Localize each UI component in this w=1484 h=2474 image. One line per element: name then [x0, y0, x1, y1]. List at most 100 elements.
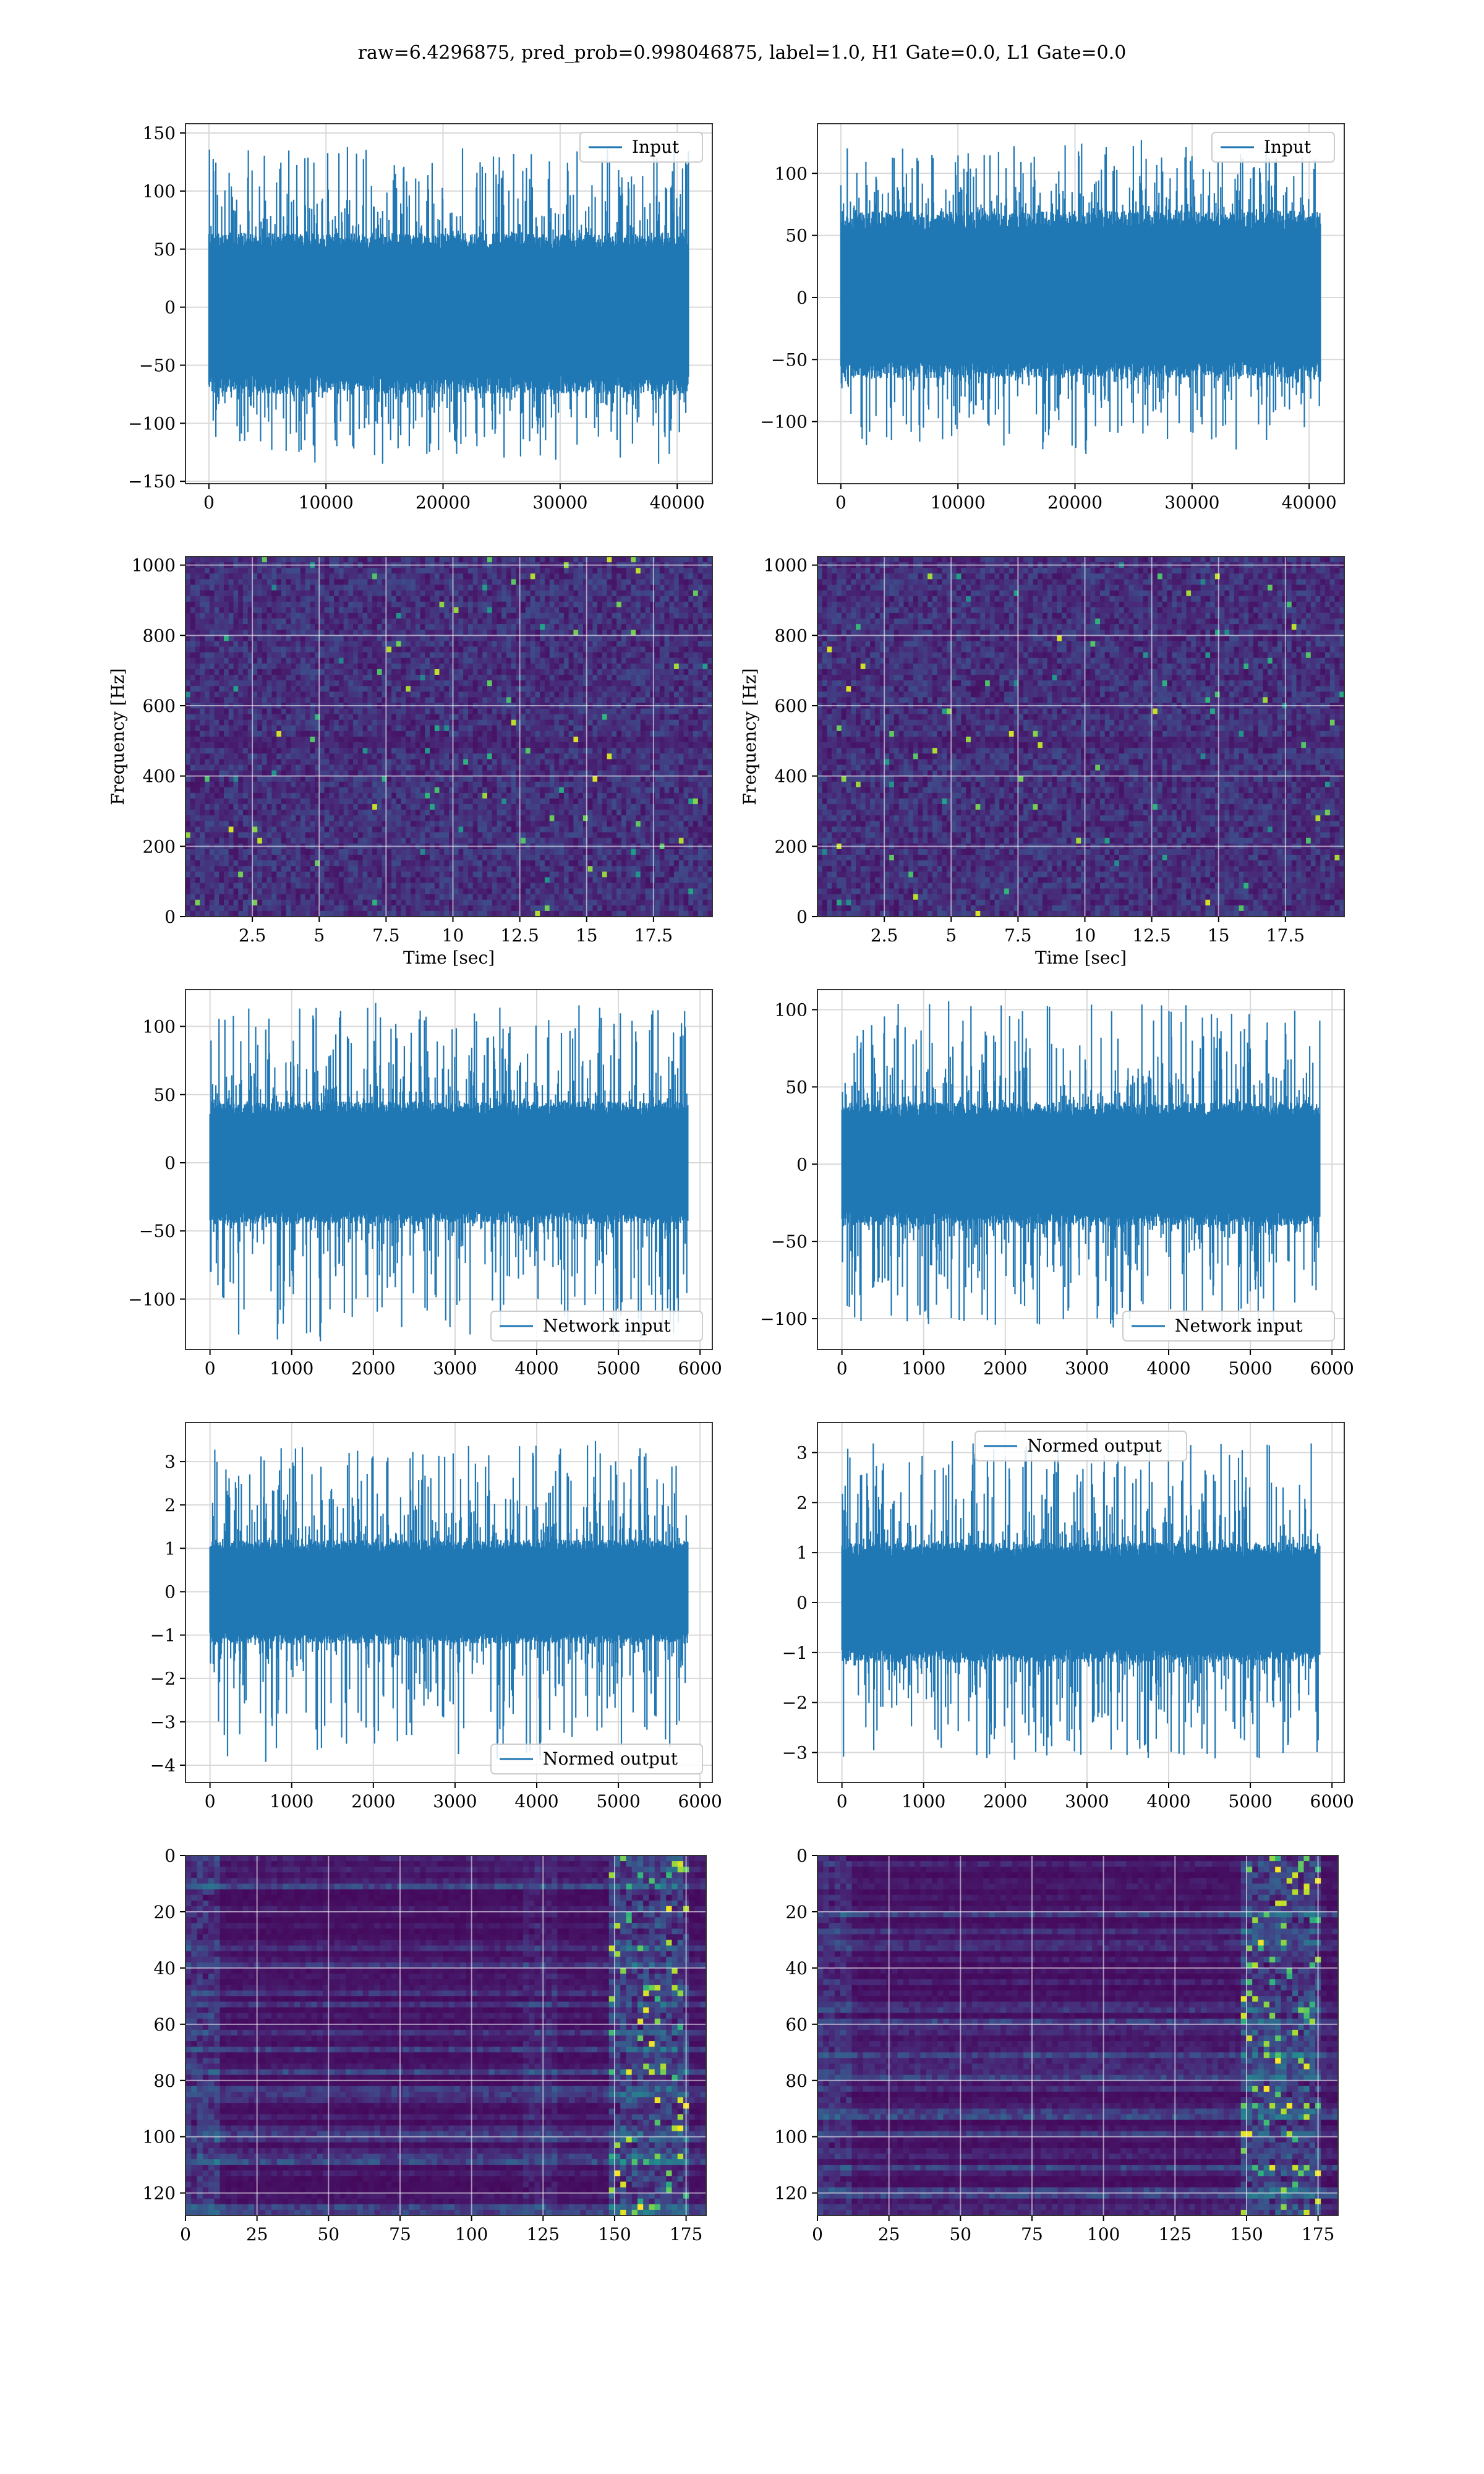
heatmap-cell — [353, 596, 358, 602]
heatmap-cell — [540, 618, 545, 625]
heatmap-cell — [276, 579, 281, 585]
heatmap-cell — [219, 602, 224, 608]
heatmap-cell — [224, 709, 229, 715]
heatmap-cell — [320, 753, 325, 760]
heatmap-cell — [636, 635, 641, 641]
heatmap-cell — [535, 691, 540, 698]
heatmap-cell — [669, 748, 674, 754]
heatmap-cell — [540, 607, 545, 614]
heatmap-cell — [358, 613, 363, 619]
heatmap-cell — [674, 624, 679, 630]
heatmap-cell — [281, 647, 286, 653]
heatmap-cell — [478, 573, 483, 580]
heatmap-cell — [344, 635, 349, 641]
heatmap-cell — [411, 691, 416, 698]
heatmap-cell — [344, 765, 349, 771]
heatmap-cell — [262, 568, 267, 574]
heatmap-cell — [215, 624, 220, 630]
heatmap-cell — [703, 748, 708, 754]
heatmap-cell — [344, 557, 349, 563]
heatmap-cell — [592, 748, 597, 754]
heatmap-cell — [406, 647, 411, 653]
heatmap-cell — [425, 782, 430, 788]
heatmap-cell — [411, 686, 416, 692]
heatmap-cell — [554, 680, 559, 687]
heatmap-cell — [540, 697, 545, 703]
heatmap-cell — [386, 748, 391, 754]
heatmap-cell — [588, 568, 593, 574]
heatmap-cell — [320, 720, 325, 726]
heatmap-cell — [607, 591, 612, 597]
heatmap-cell — [186, 635, 190, 641]
heatmap-cell — [334, 635, 339, 641]
heatmap-cell — [425, 787, 430, 794]
heatmap-cell — [363, 658, 368, 664]
heatmap-cell — [386, 714, 391, 721]
heatmap-cell — [276, 680, 281, 687]
heatmap-cell — [487, 568, 492, 574]
heatmap-cell — [592, 691, 597, 698]
heatmap-cell — [291, 737, 296, 743]
heatmap-cell — [301, 613, 305, 619]
heatmap-cell — [329, 787, 334, 794]
heatmap-cell — [669, 602, 674, 608]
heatmap-cell — [554, 765, 559, 771]
heatmap-cell — [296, 726, 301, 732]
heatmap-cell — [305, 579, 310, 585]
heatmap-cell — [291, 787, 296, 794]
heatmap-cell — [602, 624, 607, 630]
heatmap-cell — [497, 731, 502, 737]
heatmap-cell — [420, 664, 425, 670]
heatmap-cell — [521, 618, 526, 625]
heatmap-cell — [305, 568, 310, 574]
heatmap-cell — [665, 641, 670, 647]
heatmap-cell — [425, 776, 430, 782]
heatmap-cell — [497, 782, 502, 788]
heatmap-cell — [238, 798, 243, 805]
heatmap-cell — [339, 782, 344, 788]
heatmap-cell — [401, 782, 406, 788]
heatmap-cell — [420, 726, 425, 732]
heatmap-cell — [257, 613, 262, 619]
heatmap-cell — [377, 776, 382, 782]
heatmap-cell — [583, 647, 588, 653]
heatmap-cell — [698, 675, 703, 681]
heatmap-cell — [271, 804, 276, 810]
heatmap-cell — [444, 759, 449, 765]
heatmap-cell — [578, 607, 583, 614]
heatmap-cell — [669, 798, 674, 805]
heatmap-cell — [401, 579, 406, 585]
heatmap-cell — [492, 765, 497, 771]
heatmap-cell — [420, 557, 425, 563]
heatmap-cell — [444, 793, 449, 799]
heatmap-cell — [506, 731, 511, 737]
heatmap-cell — [234, 776, 239, 782]
heatmap-cell — [406, 664, 411, 670]
heatmap-cell — [545, 765, 550, 771]
heatmap-cell — [468, 782, 473, 788]
heatmap-cell — [665, 742, 670, 748]
heatmap-cell — [396, 804, 401, 810]
heatmap-cell — [540, 641, 545, 647]
heatmap-cell — [291, 647, 296, 653]
heatmap-cell — [416, 658, 420, 664]
heatmap-cell — [650, 782, 655, 788]
heatmap-cell — [607, 680, 612, 687]
heatmap-cell — [339, 793, 344, 799]
heatmap-cell — [186, 748, 190, 754]
heatmap-cell — [578, 759, 583, 765]
heatmap-cell — [497, 793, 502, 799]
heatmap-cell — [363, 765, 368, 771]
heatmap-cell — [406, 596, 411, 602]
heatmap-cell — [482, 798, 487, 805]
heatmap-cell — [621, 765, 626, 771]
heatmap-cell — [325, 731, 330, 737]
heatmap-cell — [487, 664, 492, 670]
heatmap-cell — [478, 697, 483, 703]
heatmap-cell — [679, 641, 684, 647]
heatmap-cell — [363, 653, 368, 659]
heatmap-cell — [406, 731, 411, 737]
heatmap-cell — [459, 748, 464, 754]
heatmap-cell — [391, 658, 396, 664]
heatmap-cell — [526, 726, 531, 732]
